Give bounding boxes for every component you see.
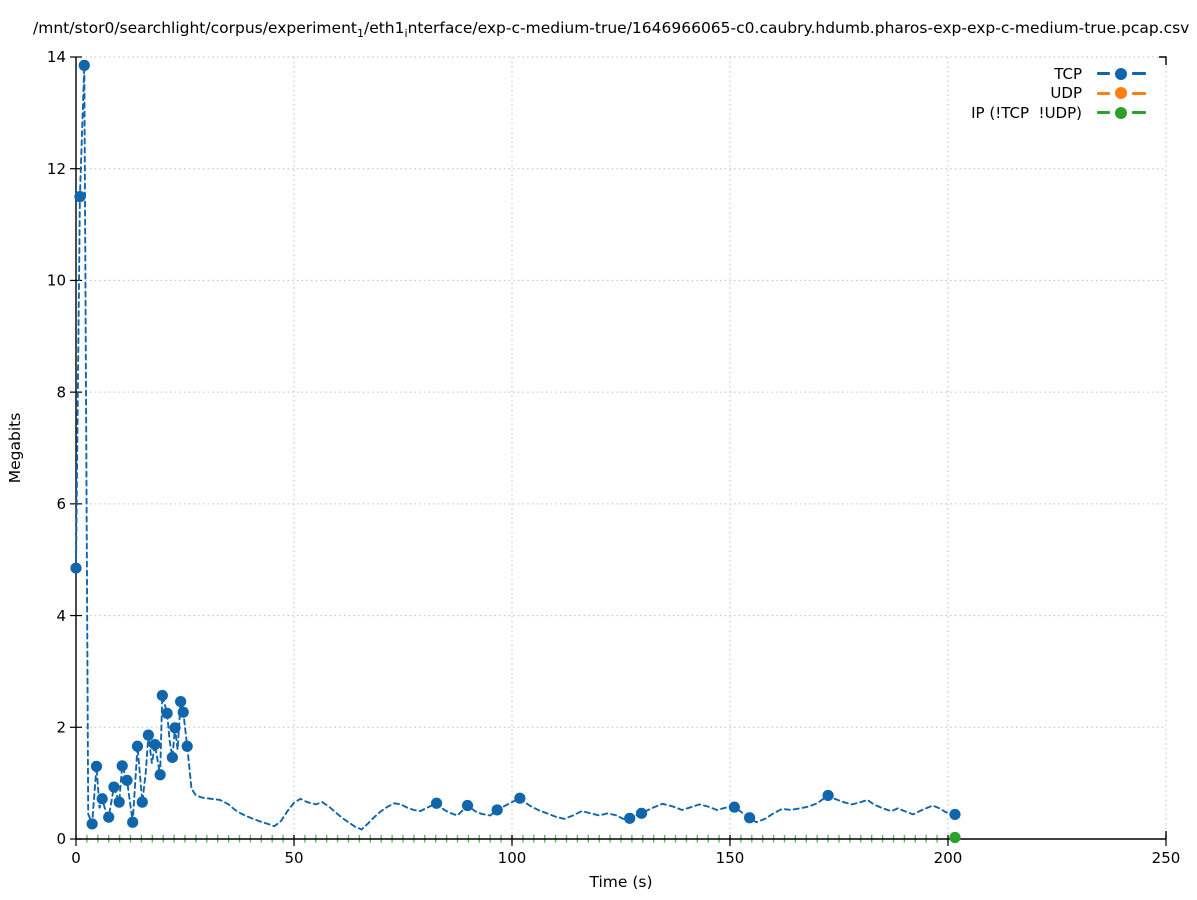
- tcp-marker: [430, 797, 443, 809]
- tcp-marker: [728, 801, 740, 813]
- ip-end-marker: [949, 831, 961, 844]
- x-tick-label: 150: [716, 849, 745, 867]
- tcp-marker: [127, 816, 139, 828]
- tcp-marker: [154, 769, 166, 781]
- tcp-marker: [86, 818, 98, 830]
- title-text: /eth1: [363, 19, 405, 37]
- tcp-marker: [142, 729, 154, 741]
- tcp-marker: [113, 796, 125, 808]
- legend-entry-ip: IP (!TCP !UDP): [971, 103, 1146, 123]
- x-tick-label: 100: [498, 849, 527, 867]
- tcp-marker: [169, 722, 181, 734]
- tcp-marker: [116, 760, 128, 772]
- tcp-marker: [136, 796, 148, 808]
- tcp-marker: [744, 812, 756, 824]
- tcp-marker: [96, 793, 108, 805]
- tcp-marker: [156, 689, 168, 702]
- legend-sample-udp-line-marker-icon: [1097, 87, 1146, 100]
- legend-label-ip: IP (!TCP !UDP): [971, 103, 1082, 122]
- tcp-marker: [949, 808, 961, 821]
- tcp-marker: [70, 562, 82, 574]
- tcp-marker: [108, 781, 120, 793]
- y-tick-label: 0: [56, 830, 66, 848]
- tcp-marker: [491, 804, 503, 816]
- tcp-marker: [175, 695, 187, 708]
- legend-sample-ip-line-marker-icon: [1097, 106, 1146, 119]
- y-tick-label: 6: [56, 495, 66, 513]
- tcp-marker: [635, 807, 648, 819]
- legend-label-udp: UDP: [1050, 84, 1082, 103]
- x-tick-label: 250: [1152, 849, 1181, 867]
- legend-entry-udp: UDP: [971, 84, 1146, 104]
- border-corner-stub: [1159, 56, 1167, 65]
- legend: TCP UDP IP (!TCP !UDP): [971, 64, 1146, 123]
- tcp-marker: [121, 774, 133, 786]
- y-tick-label: 14: [47, 48, 66, 66]
- tcp-marker: [161, 707, 173, 719]
- legend-entry-tcp: TCP: [971, 64, 1146, 84]
- tcp-marker: [78, 59, 90, 71]
- x-tick-label: 50: [284, 849, 303, 867]
- tcp-marker: [181, 740, 193, 752]
- tcp-marker: [166, 751, 178, 764]
- tcp-marker: [131, 740, 144, 752]
- title-subscript-1: 1: [356, 27, 364, 41]
- legend-label-tcp: TCP: [1054, 64, 1082, 83]
- title-text: /mnt/stor0/searchlight/corpus/experiment: [33, 19, 357, 37]
- tcp-marker: [90, 760, 103, 772]
- tcp-marker: [149, 739, 161, 751]
- y-axis-label: Megabits: [6, 413, 24, 484]
- tcp-marker: [514, 792, 526, 804]
- y-tick-label: 4: [56, 607, 66, 625]
- tcp-marker: [74, 191, 86, 203]
- y-tick-label: 8: [56, 383, 66, 401]
- title-subscript-2: i: [404, 27, 408, 41]
- tcp-marker: [624, 812, 636, 824]
- title-text: nterface/exp-c-medium-true/1646966065-c0…: [407, 19, 1190, 37]
- y-tick-label: 12: [47, 160, 66, 178]
- y-tick-label: 2: [56, 718, 66, 736]
- legend-sample-tcp-line-marker-icon: [1097, 67, 1146, 80]
- tcp-marker: [822, 789, 834, 802]
- y-tick-label: 10: [47, 272, 66, 290]
- tcp-line: [75, 65, 956, 831]
- x-axis-label: Time (s): [588, 873, 652, 891]
- figure-title: /mnt/stor0/searchlight/corpus/experiment…: [33, 19, 1197, 41]
- tcp-marker: [177, 706, 189, 718]
- tcp-marker: [103, 811, 115, 823]
- x-tick-label: 0: [71, 849, 81, 867]
- tcp-marker: [461, 799, 474, 812]
- x-tick-label: 200: [934, 849, 963, 867]
